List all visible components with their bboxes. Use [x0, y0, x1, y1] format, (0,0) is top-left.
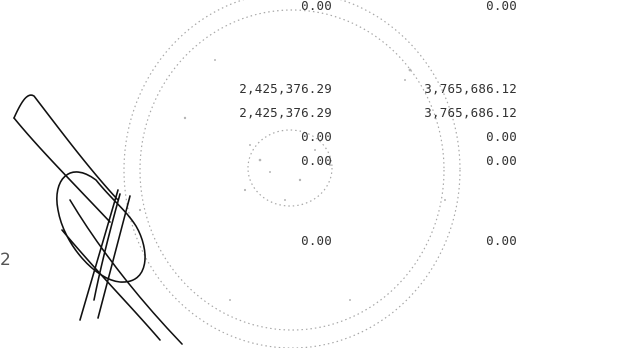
row-3-col-1-value: 2,425,376.29 — [239, 105, 332, 120]
row-1-col-1-value: 0.00 — [301, 0, 332, 13]
row-4-col-1-value: 0.00 — [301, 129, 332, 144]
margin-number: 2 — [0, 250, 11, 270]
row-4-col-2-value: 0.00 — [486, 129, 517, 144]
row-2-col-2-value: 3,765,686.12 — [424, 81, 517, 96]
row-5-col-2-value: 0.00 — [486, 153, 517, 168]
row-5-col-1-value: 0.00 — [301, 153, 332, 168]
row-6-col-1-value: 0.00 — [301, 233, 332, 248]
row-2-col-1-value: 2,425,376.29 — [239, 81, 332, 96]
row-3-col-2-value: 3,765,686.12 — [424, 105, 517, 120]
row-1-col-2-value: 0.00 — [486, 0, 517, 13]
row-6-col-2-value: 0.00 — [486, 233, 517, 248]
